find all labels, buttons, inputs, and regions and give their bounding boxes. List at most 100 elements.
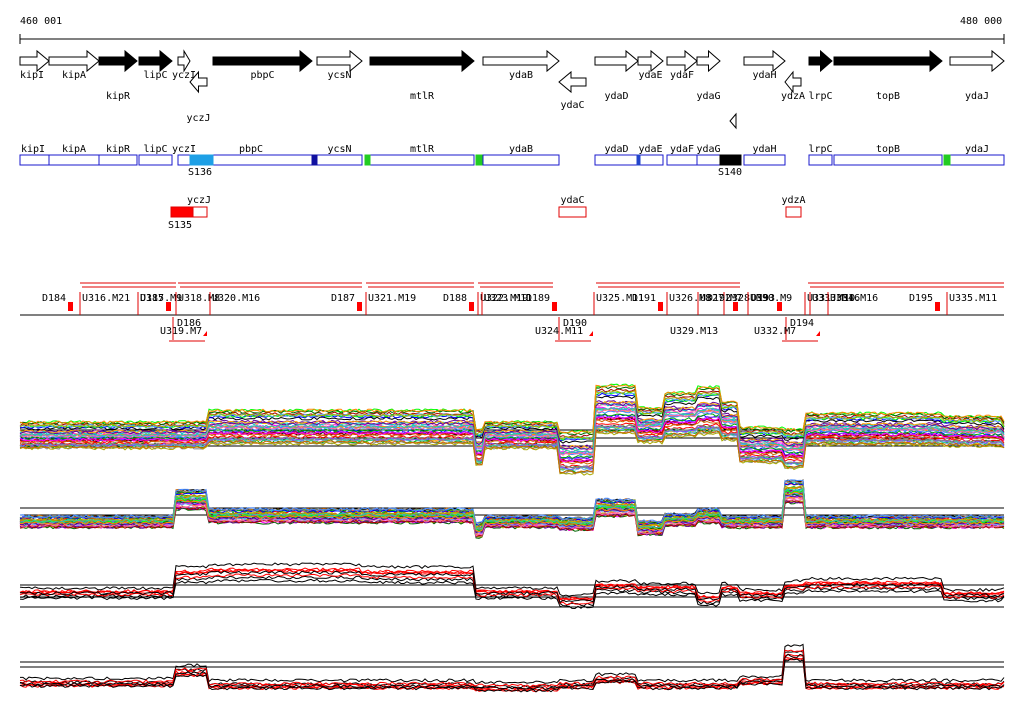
- gene-arrow-ydaE: [637, 49, 664, 73]
- track-2-series-39: [20, 487, 1004, 531]
- expression-track-4: [19, 643, 1005, 693]
- segment-label-U324.M11: U324.M11: [535, 326, 583, 337]
- annotation-label-kipR: kipR: [106, 144, 131, 155]
- gene-arrow-yczI: [177, 49, 191, 73]
- track-3-series-5: [19, 578, 1005, 610]
- ruler-end-label: 480 000: [960, 16, 1002, 27]
- segment-label-U317.M9: U317.M9: [140, 293, 182, 304]
- gene-arrow-pbpC: [212, 49, 313, 73]
- gene-label-ydaE: ydaE: [638, 70, 662, 81]
- gene-label-kipR: kipR: [106, 91, 131, 102]
- gene-label-topB: topB: [876, 91, 900, 102]
- track-3-series-7: [19, 570, 1005, 604]
- gene-arrow-ydaG: [696, 49, 721, 73]
- segment-label-D191: D191: [632, 293, 656, 304]
- coordinate-ruler: 460 001 480 000: [19, 16, 1005, 44]
- track-4-series-5: [19, 658, 1005, 693]
- annotation-mark-2: [364, 154, 371, 166]
- annotation-box-ydaF: [666, 154, 698, 166]
- site-label-S135: S135: [168, 220, 192, 231]
- annotation-label-lipC: lipC: [143, 144, 167, 155]
- reverse-box-ydaC: [558, 206, 587, 218]
- segment-label-D188: D188: [443, 293, 467, 304]
- gene-label-ydaF: ydaF: [670, 70, 694, 81]
- gene-arrow-kipA: [48, 49, 100, 73]
- gene-label-mtlR: mtlR: [410, 91, 435, 102]
- track-1-series-24: [19, 416, 1005, 463]
- segment-label-D194: D194: [790, 318, 814, 329]
- track-1-series-34: [19, 385, 1005, 436]
- annotation-label-ydaF: ydaF: [670, 144, 694, 155]
- segment-label-D195: D195: [909, 293, 933, 304]
- annotation-box-kipI: [19, 154, 50, 166]
- track-1-series-27: [19, 425, 1005, 470]
- annotation-box-ydaJ: [949, 154, 1005, 166]
- annotation-mark-3: [475, 154, 483, 166]
- segment-label-U323.M11: U323.M11: [484, 293, 532, 304]
- track-1-series-23: [19, 392, 1005, 441]
- track-3-series-4: [19, 573, 1005, 606]
- expression-track-2: [19, 479, 1005, 539]
- segment-label-U316.M21: U316.M21: [82, 293, 130, 304]
- track-4-series-7: [19, 653, 1005, 691]
- gene-label-ydzA: ydzA: [781, 91, 805, 102]
- segment-label-U334.M16: U334.M16: [830, 293, 878, 304]
- annotation-label-yczI: yczI: [172, 144, 196, 155]
- annotation-box-kipA: [48, 154, 100, 166]
- segment-label-U321.M19: U321.M19: [368, 293, 416, 304]
- gene-arrow-ydaF: [666, 49, 698, 73]
- track-2-series-31: [19, 479, 1005, 524]
- gene-label-lipC: lipC: [143, 70, 167, 81]
- gene-arrow-ydaB: [482, 49, 560, 73]
- track-1-series-37: [19, 402, 1005, 450]
- segment-flag-D186: [203, 331, 207, 336]
- annotation-label-mtlR: mtlR: [410, 144, 435, 155]
- segment-label-D193: D193: [751, 293, 775, 304]
- gene-arrow-ydaJ: [949, 49, 1005, 73]
- segment-marker-D187: [357, 302, 362, 311]
- track-2-series-35: [19, 494, 1005, 535]
- gene-label-lrpC: lrpC: [808, 91, 832, 102]
- gene-arrow-ycsN: [316, 49, 363, 73]
- gene-arrow-ydaC: [558, 70, 587, 94]
- track-3-series-2: [19, 567, 1005, 601]
- track-1-series-32: [19, 429, 1005, 474]
- segment-label-D192: D192: [707, 293, 731, 304]
- annotation-box-ydaH: [743, 154, 786, 166]
- track-3-series-3: [19, 562, 1005, 597]
- segment-marker-D195: [935, 302, 940, 311]
- gene-arrow-ydaD: [594, 49, 639, 73]
- reverse-label-ydzA: ydzA: [781, 195, 805, 206]
- gene-arrow-topB: [833, 49, 943, 73]
- segment-label-U328.M9: U328.M9: [726, 293, 768, 304]
- track-2-series-38: [19, 491, 1005, 533]
- reverse-box-ydzA: [785, 206, 802, 218]
- reverse-gene-track: yczJ ydaC ydzA: [170, 195, 806, 218]
- expression-track-1: [19, 383, 1005, 476]
- segment-flag-D190: [589, 331, 593, 336]
- segment-marker-D191: [658, 302, 663, 311]
- segment-flag-D194: [816, 331, 820, 336]
- segment-label-U329.M13: U329.M13: [670, 326, 718, 337]
- track-1-series-28: [19, 423, 1005, 469]
- segment-label-D185: D185: [140, 293, 164, 304]
- track-4-series-3: [20, 643, 1005, 685]
- annotation-label-ydaJ: ydaJ: [965, 144, 989, 155]
- reverse-label-yczJ: yczJ: [187, 195, 211, 206]
- annotation-label-ydaD: ydaD: [604, 144, 628, 155]
- segment-label-D184: D184: [42, 293, 66, 304]
- annotation-box-lrpC: [808, 154, 833, 166]
- segment-label-U320.M16: U320.M16: [212, 293, 260, 304]
- gene-label-ycsN: ycsN: [327, 70, 351, 81]
- gene-arrow-ydaH: [743, 49, 786, 73]
- segment-marker-D193: [777, 302, 782, 311]
- segment-label-U333.M16: U333.M16: [812, 293, 860, 304]
- track-1-series-26: [19, 400, 1005, 449]
- annotation-mark-6: [636, 154, 641, 166]
- annotation-label-pbpC: pbpC: [239, 144, 263, 155]
- segment-label-U322.M19: U322.M19: [480, 293, 528, 304]
- gene-arrow-mtlR: [369, 49, 475, 73]
- segment-marker-D192: [733, 302, 738, 311]
- annotation-label-ydaB: ydaB: [509, 144, 533, 155]
